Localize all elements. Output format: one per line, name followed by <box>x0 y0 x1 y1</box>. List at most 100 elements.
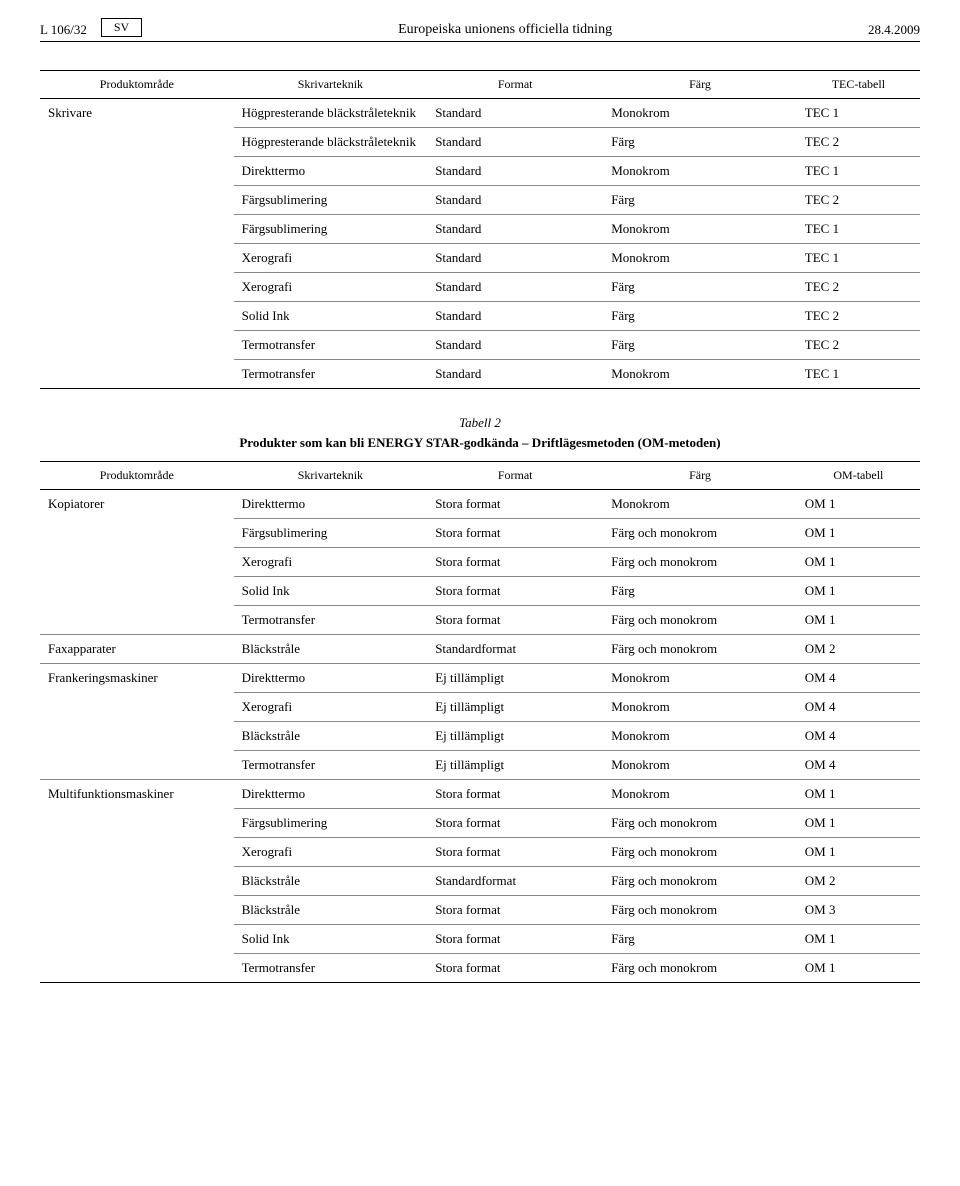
cell: Färg <box>603 128 797 157</box>
cell: Monokrom <box>603 751 797 780</box>
cell: OM 1 <box>797 548 920 577</box>
cell: Färg och monokrom <box>603 809 797 838</box>
cell: Standard <box>427 244 603 273</box>
cell: Standardformat <box>427 635 603 664</box>
cell: Färg och monokrom <box>603 896 797 925</box>
table-row: FaxapparaterBläckstråleStandardformatFär… <box>40 635 920 664</box>
cell-product-area <box>40 273 234 302</box>
cell: Standard <box>427 302 603 331</box>
cell-product-area <box>40 809 234 838</box>
cell: OM 1 <box>797 780 920 809</box>
table-row: TermotransferStandardFärgTEC 2 <box>40 331 920 360</box>
table-row: MultifunktionsmaskinerDirekttermoStora f… <box>40 780 920 809</box>
table-row: SkrivareHögpresterande bläckstråleteknik… <box>40 99 920 128</box>
table-header-row: Produktområde Skrivarteknik Format Färg … <box>40 71 920 99</box>
cell: Färgsublimering <box>234 809 428 838</box>
cell: OM 1 <box>797 577 920 606</box>
header-date: 28.4.2009 <box>868 22 920 38</box>
cell: Stora format <box>427 896 603 925</box>
cell: Solid Ink <box>234 577 428 606</box>
journal-title: Europeiska unionens officiella tidning <box>142 22 868 38</box>
cell-product-area <box>40 128 234 157</box>
cell: Högpresterande bläckstråleteknik <box>234 99 428 128</box>
col-header: Format <box>427 462 603 490</box>
cell: Monokrom <box>603 99 797 128</box>
cell-product-area <box>40 693 234 722</box>
cell: Xerografi <box>234 273 428 302</box>
cell: TEC 2 <box>797 128 920 157</box>
cell-product-area <box>40 606 234 635</box>
cell: Monokrom <box>603 722 797 751</box>
cell: OM 1 <box>797 809 920 838</box>
cell: Stora format <box>427 490 603 519</box>
table2-caption: Produkter som kan bli ENERGY STAR-godkän… <box>40 435 920 451</box>
table-row: TermotransferStandardMonokromTEC 1 <box>40 360 920 389</box>
col-header: Skrivarteknik <box>234 71 428 99</box>
cell: Direkttermo <box>234 780 428 809</box>
table-row: Solid InkStora formatFärgOM 1 <box>40 925 920 954</box>
header-left: L 106/32 SV <box>40 20 142 39</box>
cell: Bläckstråle <box>234 867 428 896</box>
cell: Termotransfer <box>234 331 428 360</box>
cell: Termotransfer <box>234 606 428 635</box>
cell: OM 4 <box>797 693 920 722</box>
cell: Xerografi <box>234 838 428 867</box>
table-row: XerografiStandardMonokromTEC 1 <box>40 244 920 273</box>
cell: Standard <box>427 215 603 244</box>
cell: Bläckstråle <box>234 635 428 664</box>
cell: Färg <box>603 331 797 360</box>
cell: Standard <box>427 157 603 186</box>
table-row: KopiatorerDirekttermoStora formatMonokro… <box>40 490 920 519</box>
cell: Ej tillämpligt <box>427 751 603 780</box>
col-header: Skrivarteknik <box>234 462 428 490</box>
cell: OM 1 <box>797 954 920 983</box>
cell: Standard <box>427 273 603 302</box>
cell: Termotransfer <box>234 360 428 389</box>
language-box: SV <box>101 18 142 37</box>
cell: TEC 1 <box>797 215 920 244</box>
table-row: FärgsublimeringStora formatFärg och mono… <box>40 519 920 548</box>
cell: Färg och monokrom <box>603 606 797 635</box>
table-row: DirekttermoStandardMonokromTEC 1 <box>40 157 920 186</box>
cell: Monokrom <box>603 157 797 186</box>
cell: Färgsublimering <box>234 215 428 244</box>
cell: TEC 2 <box>797 331 920 360</box>
cell-product-area <box>40 157 234 186</box>
col-header: Produktområde <box>40 462 234 490</box>
cell: Färg <box>603 577 797 606</box>
cell: Stora format <box>427 838 603 867</box>
cell: OM 4 <box>797 664 920 693</box>
cell: OM 1 <box>797 519 920 548</box>
cell: TEC 2 <box>797 273 920 302</box>
cell: Stora format <box>427 780 603 809</box>
table-row: BläckstråleStora formatFärg och monokrom… <box>40 896 920 925</box>
table-row: Solid InkStandardFärgTEC 2 <box>40 302 920 331</box>
cell: Stora format <box>427 519 603 548</box>
cell-product-area: Faxapparater <box>40 635 234 664</box>
cell: Standard <box>427 360 603 389</box>
table-row: XerografiEj tillämpligtMonokromOM 4 <box>40 693 920 722</box>
cell: Stora format <box>427 809 603 838</box>
cell-product-area <box>40 867 234 896</box>
cell-product-area <box>40 838 234 867</box>
cell: Ej tillämpligt <box>427 693 603 722</box>
cell: OM 1 <box>797 490 920 519</box>
cell: Färg och monokrom <box>603 867 797 896</box>
table-row: FärgsublimeringStora formatFärg och mono… <box>40 809 920 838</box>
cell: Bläckstråle <box>234 896 428 925</box>
cell: Färg <box>603 925 797 954</box>
cell-product-area <box>40 215 234 244</box>
cell: Standardformat <box>427 867 603 896</box>
cell: Monokrom <box>603 244 797 273</box>
table2-label: Tabell 2 <box>40 415 920 431</box>
cell: OM 2 <box>797 635 920 664</box>
cell-product-area <box>40 244 234 273</box>
cell: OM 2 <box>797 867 920 896</box>
cell-product-area <box>40 722 234 751</box>
col-header: Färg <box>603 71 797 99</box>
cell: Stora format <box>427 954 603 983</box>
cell: Stora format <box>427 606 603 635</box>
cell: Direkttermo <box>234 157 428 186</box>
cell: TEC 1 <box>797 244 920 273</box>
cell: Monokrom <box>603 780 797 809</box>
